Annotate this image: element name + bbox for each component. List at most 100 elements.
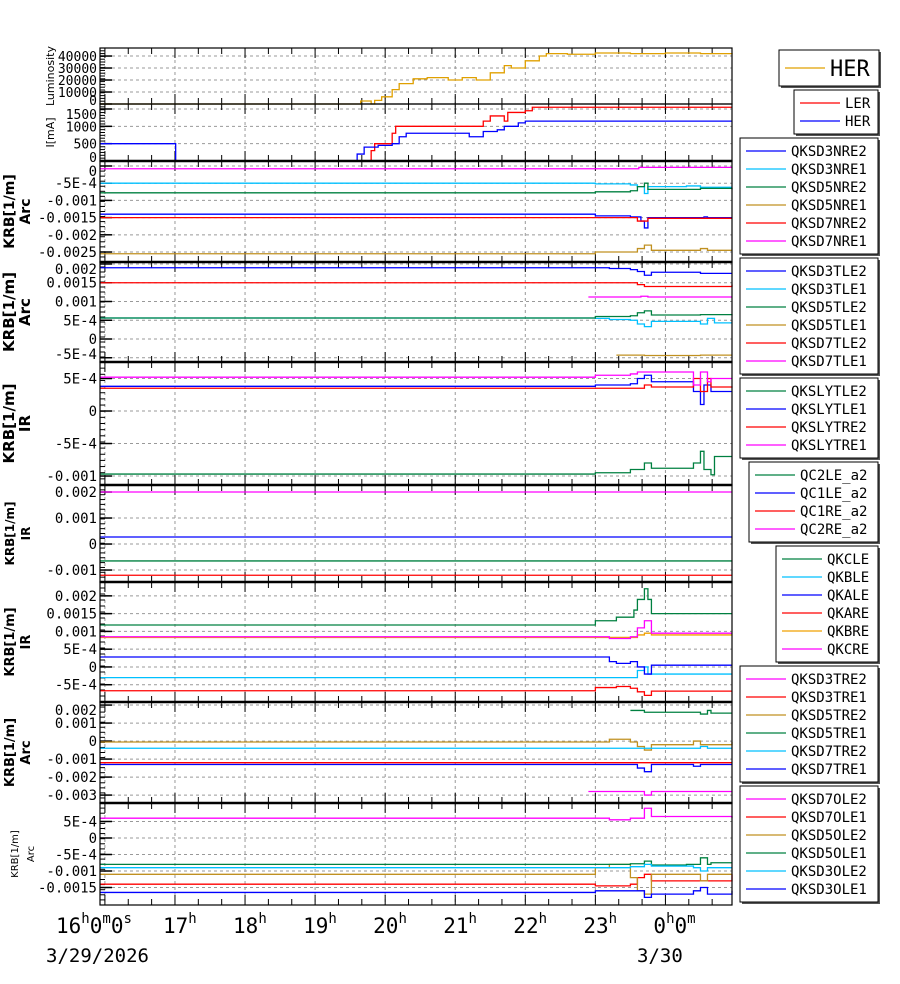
legend-panel-8: QKSD3TRE2 QKSD3TRE1 QKSD5TRE2 QKSD5TRE1 QKSD… xyxy=(739,665,880,784)
y-tick-label: -0.001 xyxy=(46,752,97,768)
y-tick-label: 0.002 xyxy=(55,589,97,605)
legend-label: QKCRE xyxy=(827,642,869,658)
legend-label: QKSD5TRE2 xyxy=(791,708,867,724)
plot-frame xyxy=(99,701,733,804)
y-tick-label: 0 xyxy=(89,94,97,109)
legend-label: HER xyxy=(830,57,870,82)
y-tick-label: 1500 xyxy=(66,108,97,123)
y-tick-label: -0.001 xyxy=(46,864,97,880)
y-tick-label: 10000 xyxy=(58,86,97,101)
legend-box xyxy=(739,785,879,903)
y-tick-label: 30000 xyxy=(58,62,97,77)
y-tick-label: 0 xyxy=(89,151,97,166)
y-tick-label: -5E-4 xyxy=(55,176,97,192)
series-line-qksd5ole1 xyxy=(100,857,732,866)
y-tick-label: -0.0025 xyxy=(38,245,97,261)
y-axis-label: KRB[1/m] xyxy=(2,174,18,249)
y-tick-label: 0 xyxy=(89,404,97,420)
y-tick-label: 5E-4 xyxy=(63,814,97,830)
legend-panel-9: QKSD7OLE2 QKSD7OLE1 QKSD5OLE2 QKSD5OLE1 QKSD… xyxy=(739,785,880,904)
x-tick-label: 23h xyxy=(583,911,617,938)
series-line-qksd3ole2 xyxy=(100,863,732,872)
legend-box xyxy=(739,665,879,783)
legend-label: QKSD7NRE1 xyxy=(791,234,867,250)
series-line-qksd5nre1 xyxy=(100,244,732,255)
y-axis-label: KRB[1/m] xyxy=(3,718,18,787)
y-axis-label: Arc xyxy=(18,198,34,224)
y-axis-label: KRB[1/m] xyxy=(0,384,18,464)
y-tick-label: -5E-4 xyxy=(55,437,97,453)
legend-label: QKSD7TRE2 xyxy=(791,744,867,760)
x-tick-label: 17h xyxy=(163,911,197,938)
legend-box xyxy=(739,137,879,255)
y-tick-label: 5E-4 xyxy=(63,372,97,388)
y-tick-label: 0 xyxy=(89,831,97,847)
legend-label: QKSD7TLE2 xyxy=(791,336,867,352)
y-tick-label: -5E-4 xyxy=(55,678,97,694)
y-axis-label: IR xyxy=(19,527,33,541)
y-tick-label: -0.0015 xyxy=(38,211,97,227)
legend-label: QKSD5OLE1 xyxy=(791,846,867,862)
series-line-ler xyxy=(100,106,732,162)
series-line-qkslytle1 xyxy=(100,374,732,406)
panel-6: 0.002 0.001 0 -0.001 KRB[1/m] IR xyxy=(3,483,733,583)
y-tick-label: 5E-4 xyxy=(63,642,97,658)
y-tick-label: 5E-4 xyxy=(63,313,97,329)
legend-label: QKSD3OLE2 xyxy=(791,864,867,880)
legend-label: QKSLYTRE1 xyxy=(791,438,867,454)
legend-label: QKSD5TLE1 xyxy=(791,318,867,334)
legend-label: QKSD5TRE1 xyxy=(791,726,867,742)
y-tick-label: -0.0015 xyxy=(38,881,97,897)
series-line-her xyxy=(100,120,732,162)
x-tick-label: 18h xyxy=(233,911,267,938)
series-line-qksd7tle2 xyxy=(100,282,733,288)
legend-label: QKSD7TLE1 xyxy=(791,354,867,370)
series-line-qksd7nre1 xyxy=(100,166,732,170)
legend-panel-6: QC2LE_a2 QC1LE_a2 QC1RE_a2 QC2RE_a2 xyxy=(748,461,880,544)
y-tick-label: 0 xyxy=(89,734,97,750)
y-axis-label: I[mA] xyxy=(44,117,57,147)
legend-label: QKSD7NRE2 xyxy=(791,216,867,232)
y-tick-label: 40000 xyxy=(58,50,97,65)
legend-label: QKSD3TLE1 xyxy=(791,282,867,298)
y-tick-label: 0.002 xyxy=(55,703,97,719)
legend-panel-4: QKSD3TLE2 QKSD3TLE1 QKSD5TLE2 QKSD5TLE1 QKSD… xyxy=(739,257,880,376)
x-tick-label: 19h xyxy=(303,911,337,938)
series-line-qksd5tre2 xyxy=(100,738,733,751)
y-tick-label: 500 xyxy=(74,138,97,153)
y-axis-label: KRB[1/m] xyxy=(3,607,18,676)
y-tick-label: -0.001 xyxy=(46,193,97,209)
series-line-qksd3tle2 xyxy=(100,267,732,276)
series-line-qkbre xyxy=(100,632,732,639)
y-tick-label: 0.0015 xyxy=(46,607,97,623)
legend-label: QC2LE_a2 xyxy=(800,468,867,484)
y-tick-label: 0 xyxy=(89,660,97,676)
legend-label: QKSD3TRE1 xyxy=(791,690,867,706)
legend-label: QKSLYTLE1 xyxy=(791,402,867,418)
plot-frame xyxy=(99,47,733,105)
series-line-qkble xyxy=(100,666,732,679)
y-tick-label: -5E-4 xyxy=(55,347,97,363)
y-axis-label: IR xyxy=(16,414,34,432)
y-axis-label: Luminosity xyxy=(44,46,57,106)
x-date-label: 3/30 xyxy=(637,945,683,967)
x-tick-label: 22h xyxy=(513,911,547,938)
series-line-qksd7nre2 xyxy=(100,216,732,222)
y-axis-label: KRB[1/m] xyxy=(3,502,17,566)
y-tick-label: 20000 xyxy=(58,74,97,89)
series-line-qkcle xyxy=(100,588,732,626)
y-tick-label: -0.003 xyxy=(46,788,97,804)
series-line-qksd5ole2 xyxy=(100,863,732,895)
plot-frame xyxy=(99,261,733,363)
y-tick-label: -0.002 xyxy=(46,228,97,244)
series-line-qksd3ole1 xyxy=(100,886,733,899)
panel-3: 0-5E-4-0.001 -0.0015-0.002-0.0025 KRB[1/m]… xyxy=(2,159,733,263)
series-line-qksd7tre2 xyxy=(100,745,732,749)
x-tick-label: 20h xyxy=(373,911,407,938)
